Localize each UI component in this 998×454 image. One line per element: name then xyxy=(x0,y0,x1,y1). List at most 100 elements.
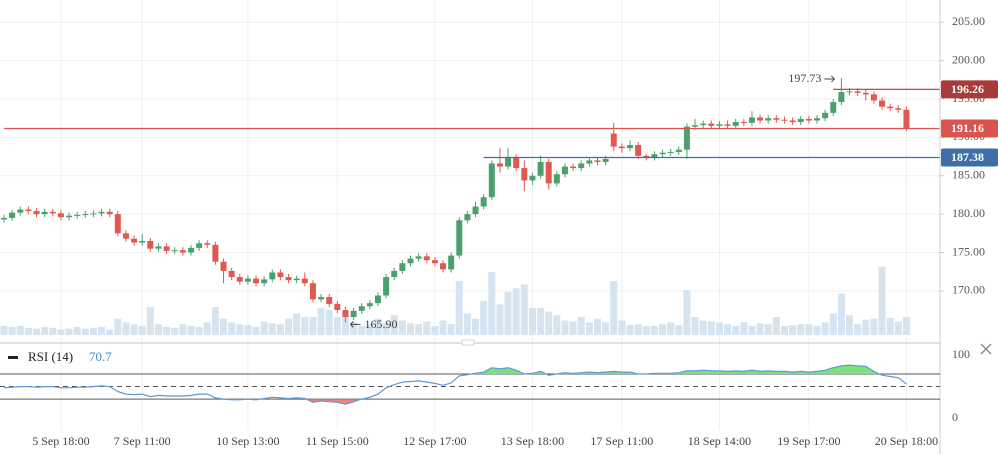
volume-bar xyxy=(252,326,260,335)
volume-bar xyxy=(545,311,553,335)
y-tick-label: 180.00 xyxy=(952,206,985,220)
volume-bar xyxy=(764,324,772,335)
volume-bar xyxy=(57,329,65,335)
resize-handle[interactable] xyxy=(461,339,475,346)
volume-bar xyxy=(33,328,41,335)
volume-bar xyxy=(659,324,667,335)
volume-bar xyxy=(366,324,374,335)
volume-bar xyxy=(114,318,122,335)
volume-bar xyxy=(772,317,780,335)
candle-body xyxy=(301,278,308,284)
volume-bar xyxy=(138,326,146,335)
volume-bar xyxy=(602,322,610,335)
candle-body xyxy=(578,163,585,169)
candle-body xyxy=(163,246,170,251)
volume-bar xyxy=(122,322,130,335)
volume-bar xyxy=(41,326,49,335)
candle-body xyxy=(25,209,32,212)
candle-body xyxy=(488,163,495,198)
x-tick-label: 20 Sep 18:00 xyxy=(875,434,938,448)
candle-body xyxy=(139,240,146,243)
volume-bar xyxy=(423,321,431,335)
rsi-legend-icon[interactable] xyxy=(8,356,18,359)
candle-body xyxy=(220,261,227,271)
y-tick-label: 185.00 xyxy=(952,168,985,182)
candle-body xyxy=(643,155,650,158)
candle-body xyxy=(822,112,829,119)
candle-body xyxy=(561,166,568,175)
volume-bar xyxy=(642,326,650,335)
rsi-oversold-fill xyxy=(224,399,362,405)
candle-body xyxy=(789,120,796,123)
volume-bar xyxy=(415,324,423,335)
candle-body xyxy=(903,109,910,129)
candle-body xyxy=(716,124,723,126)
candle-body xyxy=(114,214,121,234)
candle-body xyxy=(293,278,300,281)
price-tag xyxy=(941,119,998,138)
candle-body xyxy=(870,94,877,101)
candle-body xyxy=(253,278,260,284)
volume-bar xyxy=(650,326,658,335)
volume-bar xyxy=(496,304,504,335)
candle-body xyxy=(667,151,674,153)
candle-body xyxy=(440,263,447,270)
volume-bar xyxy=(211,307,219,335)
volume-bar xyxy=(789,325,797,335)
candle-body xyxy=(805,118,812,121)
candle-body xyxy=(318,297,325,300)
volume-bar xyxy=(106,329,114,335)
volume-bar xyxy=(447,324,455,335)
volume-bar xyxy=(610,281,618,335)
candle-body xyxy=(350,310,357,317)
candle-body xyxy=(724,124,731,126)
candle-body xyxy=(838,92,845,103)
candle-body xyxy=(74,214,81,216)
volume-bar xyxy=(715,322,723,335)
annotation-label: 165.90 xyxy=(364,317,397,331)
volume-bar xyxy=(626,325,634,335)
volume-bar xyxy=(634,324,642,335)
candle-body xyxy=(147,240,154,249)
candle-body xyxy=(415,256,422,259)
volume-bar xyxy=(455,281,463,335)
volume-bar xyxy=(276,324,284,335)
candle-body xyxy=(204,243,211,245)
candle-body xyxy=(106,211,113,215)
candle-body xyxy=(765,118,772,121)
volume-bar xyxy=(553,315,561,335)
annotation-label: 197.73 xyxy=(788,71,821,85)
candle-body xyxy=(423,256,430,261)
candle-body xyxy=(155,246,162,249)
volume-bar xyxy=(463,313,471,335)
grid xyxy=(0,0,940,430)
price-tag-label: 191.16 xyxy=(951,121,984,135)
volume-bar xyxy=(49,327,57,335)
volume-bar xyxy=(528,308,536,335)
volume-bar xyxy=(667,322,675,335)
volume-bar xyxy=(285,318,293,335)
volume-bar xyxy=(813,326,821,335)
x-tick-label: 10 Sep 13:00 xyxy=(216,434,279,448)
candle-body xyxy=(602,158,609,162)
candle-body xyxy=(407,258,414,264)
x-tick-label: 12 Sep 17:00 xyxy=(403,434,466,448)
close-icon[interactable] xyxy=(980,343,992,355)
volume-bar xyxy=(171,327,179,335)
volume-bar xyxy=(163,326,171,335)
candle-body xyxy=(342,310,349,317)
x-tick-label: 19 Sep 17:00 xyxy=(777,434,840,448)
candle-body xyxy=(228,270,235,278)
candle-body xyxy=(586,160,593,164)
volume-bar xyxy=(358,326,366,335)
x-tick-label: 5 Sep 18:00 xyxy=(32,434,89,448)
candle-body xyxy=(594,160,601,162)
volume-bar xyxy=(537,308,545,335)
volume-bar xyxy=(878,266,886,335)
candle-body xyxy=(513,157,520,169)
x-tick-label: 17 Sep 11:00 xyxy=(590,434,653,448)
candle-body xyxy=(187,247,194,253)
candle-body xyxy=(57,213,64,218)
candle-body xyxy=(781,119,788,121)
volume-bar xyxy=(220,318,228,335)
